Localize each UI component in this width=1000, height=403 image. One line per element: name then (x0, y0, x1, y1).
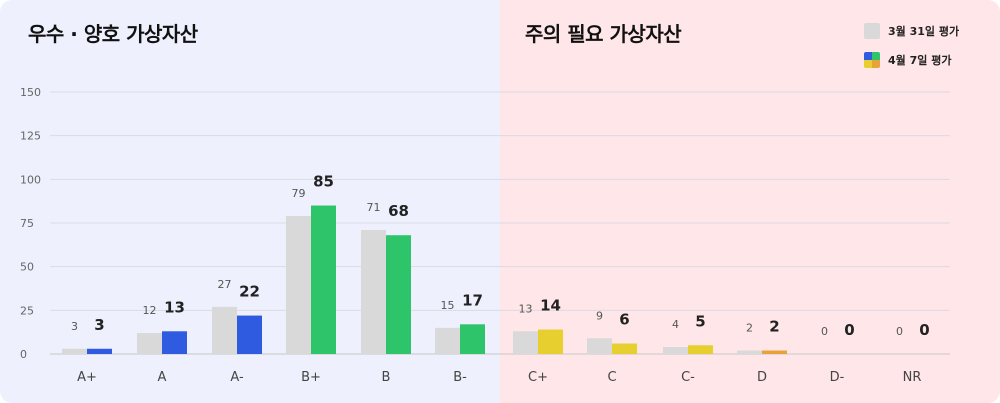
x-tick-label: B (382, 370, 391, 385)
value-label-previous: 12 (143, 304, 157, 317)
bars (62, 205, 787, 354)
x-tick-label: NR (903, 370, 922, 385)
value-label-previous: 3 (71, 320, 78, 333)
value-label-previous: 9 (596, 309, 603, 322)
value-label-previous: 0 (896, 325, 903, 338)
bar-current (311, 205, 336, 354)
value-label-previous: 2 (746, 322, 753, 335)
value-label-current: 13 (164, 298, 185, 316)
x-tick-label: D- (830, 370, 845, 385)
bar-current (237, 315, 262, 354)
x-tick-label: C+ (528, 370, 548, 385)
value-label-current: 14 (540, 297, 561, 315)
y-tick-label: 150 (20, 86, 41, 99)
bar-current (538, 329, 563, 354)
x-tick-label: A- (230, 370, 244, 385)
bar-previous (513, 331, 538, 354)
y-tick-label: 100 (20, 173, 41, 186)
caution-panel-background (500, 0, 1000, 403)
x-tick-label: B+ (301, 370, 321, 385)
value-label-previous: 15 (441, 299, 455, 312)
legend-item-current: 4월 7일 평가 (864, 51, 959, 69)
y-axis-ticks: 0 25 50 75 100 125 150 (20, 86, 41, 361)
grid-lines (50, 91, 950, 355)
legend-label-current: 4월 7일 평가 (888, 54, 952, 67)
good-panel-title: 우수 · 양호 가상자산 (28, 22, 198, 46)
bar-previous (62, 348, 87, 354)
value-label-previous: 27 (218, 278, 232, 291)
y-tick-label: 0 (20, 348, 27, 361)
legend-label-previous: 3월 31일 평가 (888, 25, 960, 38)
x-tick-label: C- (681, 370, 695, 385)
x-tick-label: D (757, 370, 767, 385)
bar-current (612, 343, 637, 354)
legend-swatch-previous (864, 23, 880, 39)
bar-previous (435, 327, 460, 354)
bar-previous (286, 216, 311, 354)
value-label-current: 0 (919, 321, 929, 339)
value-label-previous: 13 (519, 302, 533, 315)
value-label-previous: 0 (821, 325, 828, 338)
value-label-current: 17 (462, 291, 483, 309)
value-label-current: 2 (769, 318, 779, 336)
bar-current (386, 235, 411, 354)
value-label-current: 85 (313, 173, 334, 191)
bar-current (162, 331, 187, 354)
y-tick-label: 50 (20, 261, 34, 274)
caution-panel-title: 주의 필요 가상자산 (525, 22, 682, 46)
legend-swatch-current (864, 52, 880, 68)
bar-current (688, 345, 713, 354)
value-label-current: 5 (695, 312, 705, 330)
value-label-previous: 79 (292, 187, 306, 200)
bar-current (87, 348, 112, 354)
value-label-previous: 4 (672, 318, 679, 331)
bar-previous (587, 338, 612, 354)
x-axis-ticks: A+ A A- B+ B B- C+ C C- D D- NR (77, 370, 921, 385)
bar-previous (663, 347, 688, 354)
value-label-current: 68 (388, 202, 409, 220)
x-tick-label: B- (453, 370, 467, 385)
value-label-current: 6 (619, 311, 629, 329)
bar-previous (212, 306, 237, 354)
bar-current (460, 324, 485, 354)
legend-item-previous: 3월 31일 평가 (864, 22, 959, 40)
x-tick-label: A (158, 370, 167, 385)
legend: 3월 31일 평가 4월 7일 평가 (864, 22, 959, 80)
y-tick-label: 125 (20, 130, 41, 143)
x-tick-label: A+ (77, 370, 97, 385)
bar-previous (361, 229, 386, 354)
y-tick-label: 25 (20, 304, 34, 317)
bar-current (762, 350, 787, 354)
bar-previous (137, 333, 162, 354)
value-label-current: 0 (844, 321, 854, 339)
value-label-current: 3 (94, 316, 104, 334)
bar-previous (737, 350, 762, 354)
value-label-current: 22 (239, 283, 260, 301)
x-tick-label: C (607, 370, 616, 385)
y-tick-label: 75 (20, 217, 34, 230)
value-label-previous: 71 (367, 201, 381, 214)
